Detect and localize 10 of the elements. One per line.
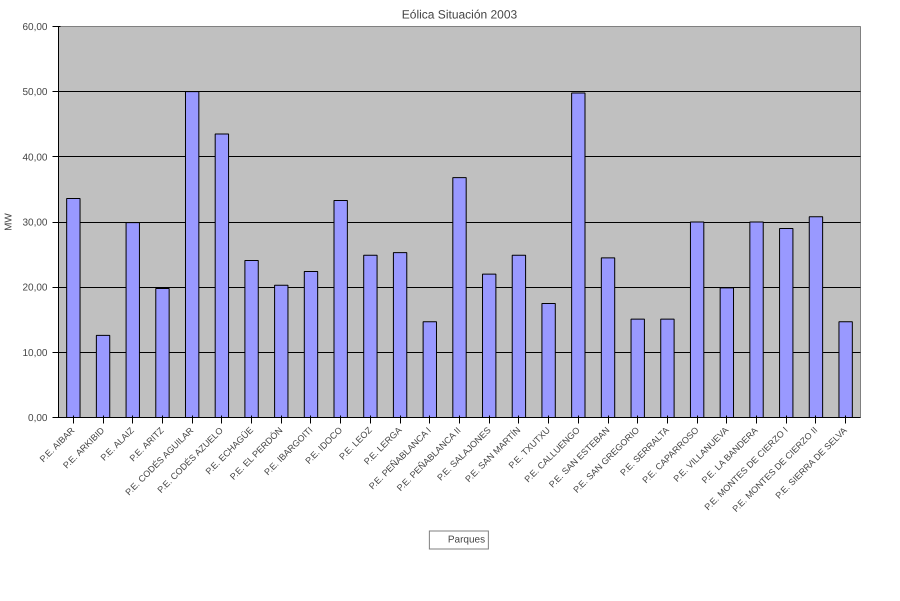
y-tick-label: 0,00 <box>28 413 48 424</box>
y-tick-label: 30,00 <box>22 218 48 228</box>
y-tick-label: 40,00 <box>22 152 48 164</box>
y-axis-title: MW <box>3 212 14 231</box>
text: Parques <box>448 534 486 546</box>
y-tick-label: 20,00 <box>22 282 48 294</box>
y-tick-label: 50,00 <box>22 87 48 98</box>
chart-title: Eólica Situación 2003 <box>402 8 518 22</box>
y-tick-label: 10,00 <box>22 348 48 359</box>
y-tick-label: 60,00 <box>22 22 48 33</box>
